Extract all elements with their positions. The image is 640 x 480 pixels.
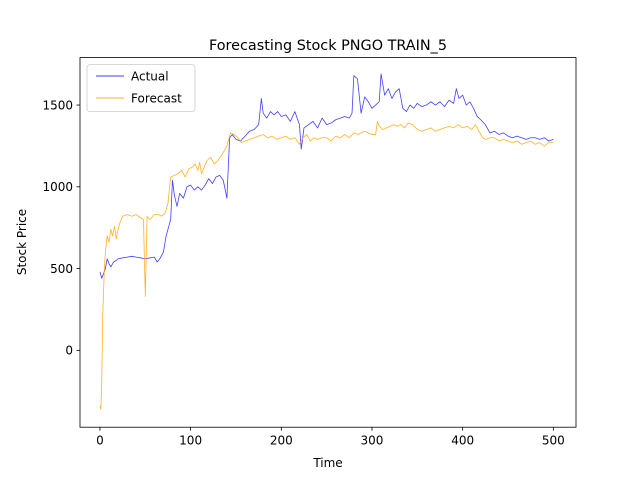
legend-label-actual: Actual [131, 70, 169, 84]
x-tick-label: 500 [542, 434, 565, 448]
y-tick-label: 1000 [42, 180, 73, 194]
y-tick-label: 1500 [42, 98, 73, 112]
x-axis: 0 100 200 300 400 500 [96, 427, 565, 448]
chart-title: Forecasting Stock PNGO TRAIN_5 [209, 38, 447, 54]
plot-area [99, 73, 554, 410]
series-line-forecast [99, 120, 554, 410]
y-tick-label: 500 [50, 262, 73, 276]
y-axis-label: Stock Price [15, 209, 29, 275]
legend: Actual Forecast [86, 64, 196, 112]
series-line-actual [99, 73, 554, 279]
x-tick-label: 0 [96, 434, 104, 448]
axes-frame [79, 57, 577, 428]
x-tick-label: 300 [361, 434, 384, 448]
x-tick-label: 400 [451, 434, 474, 448]
x-axis-label: Time [312, 456, 342, 470]
x-tick-label: 100 [179, 434, 202, 448]
legend-label-forecast: Forecast [131, 92, 182, 106]
x-tick-label: 200 [270, 434, 293, 448]
y-tick-label: 0 [65, 344, 73, 358]
y-axis: 0 500 1000 1500 [42, 98, 80, 358]
